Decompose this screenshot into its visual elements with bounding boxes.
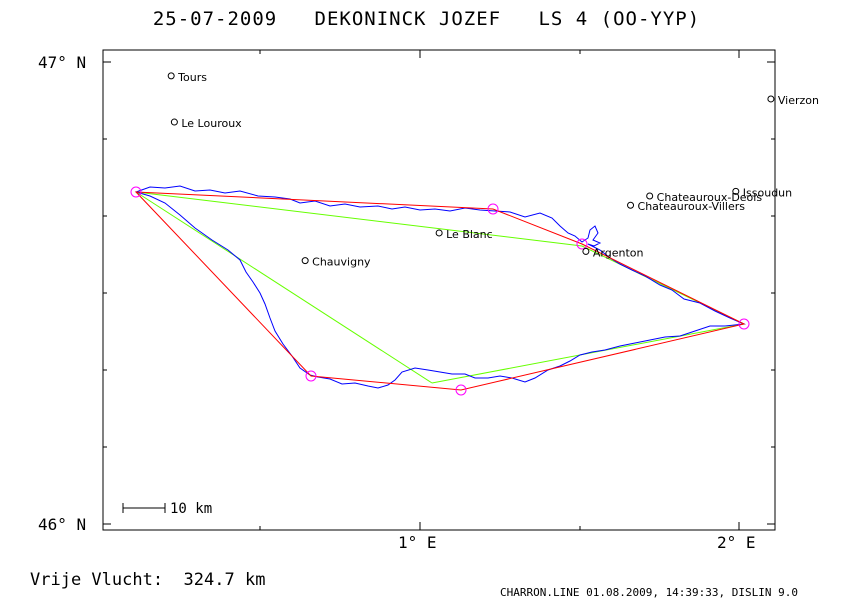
town-label: Argenton [593, 246, 644, 259]
turnpoint-marker [305, 370, 317, 382]
turnpoint-marker [130, 186, 142, 198]
town-marker [646, 192, 654, 200]
flight-track [135, 185, 746, 389]
town-label: Le Blanc [446, 228, 493, 241]
town-marker [627, 201, 635, 209]
distance-readout: Vrije Vlucht: 324.7 km [30, 570, 265, 590]
distance-label: Vrije Vlucht: [30, 570, 164, 590]
town-label: Chateauroux-Deols [657, 191, 763, 204]
x-label-2e: 2° E [717, 533, 756, 552]
town-label: Vierzon [778, 94, 819, 107]
town-marker [732, 187, 740, 195]
town-label: Chateauroux-Villers [638, 200, 746, 213]
x-label-1e: 1° E [398, 533, 437, 552]
axis-ticks [103, 50, 775, 530]
title-glider: LS 4 (OO-YYP) [538, 8, 701, 30]
software-credit: CHARRON.LINE 01.08.2009, 14:39:33, DISLI… [500, 586, 799, 599]
town-label: Chauvigny [312, 256, 371, 269]
map-title: 25-07-2009 DEKONINCK JOZEF LS 4 (OO-YYP) [0, 8, 853, 30]
turnpoint-marker [576, 238, 588, 250]
scale-bar: 10 km [122, 501, 212, 517]
town-marker [767, 95, 775, 103]
scale-bar-label: 10 km [170, 501, 212, 517]
town-marker [582, 247, 590, 255]
title-date: 25-07-2009 [152, 8, 278, 30]
town-marker [435, 229, 443, 237]
turnpoint-marker [738, 318, 750, 330]
map-frame [102, 49, 776, 531]
y-label-47n: 47° N [38, 53, 86, 72]
town-marker [167, 72, 175, 80]
turnpoints [130, 186, 750, 396]
town-label: Le Louroux [181, 117, 242, 130]
town-label: Tours [177, 71, 207, 84]
title-pilot: DEKONINCK JOZEF [314, 8, 502, 30]
distance-value: 324.7 km [183, 570, 266, 590]
task-route [134, 191, 746, 391]
turnpoint-marker [487, 203, 499, 215]
town-marker [170, 118, 178, 126]
y-label-46n: 46° N [38, 515, 86, 534]
town-label: Issoudun [743, 186, 792, 199]
turnpoint-marker [455, 384, 467, 396]
town-marker [301, 257, 309, 265]
